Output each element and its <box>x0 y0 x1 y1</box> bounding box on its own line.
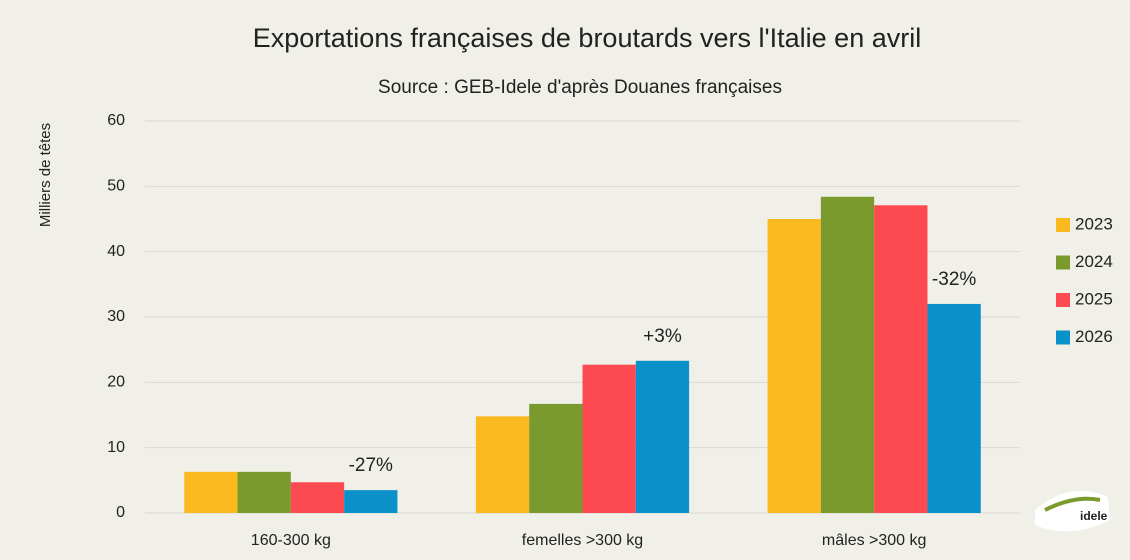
logo-swoosh <box>1044 496 1101 512</box>
bar <box>290 482 345 513</box>
legend-label: 2025 <box>1075 289 1113 308</box>
logo: idele <box>1035 490 1110 532</box>
bar <box>635 360 690 513</box>
y-tick-label: 20 <box>107 374 125 391</box>
logo-text: idele <box>1080 509 1108 523</box>
legend-swatch <box>1056 218 1070 232</box>
chart-subtitle: Source : GEB-Idele d'après Douanes franç… <box>378 77 782 98</box>
legend-label: 2026 <box>1075 327 1113 346</box>
bar <box>475 416 530 513</box>
y-tick-label: 10 <box>107 439 125 456</box>
annotation: +3% <box>643 326 682 347</box>
bar <box>874 205 928 513</box>
x-tick-label: mâles >300 kg <box>822 532 927 549</box>
bar <box>529 403 583 513</box>
legend-label: 2024 <box>1075 252 1113 271</box>
bar <box>820 196 875 513</box>
chart-title: Exportations françaises de broutards ver… <box>253 23 921 53</box>
bar <box>767 219 821 513</box>
bar <box>344 490 398 513</box>
y-tick-label: 30 <box>107 308 125 325</box>
y-tick-label: 60 <box>107 112 125 129</box>
annotation: -27% <box>349 455 393 476</box>
bar <box>237 471 291 513</box>
bar <box>184 471 238 513</box>
logo-shape <box>1035 490 1110 532</box>
x-tick-label: 160-300 kg <box>251 532 331 549</box>
legend-swatch <box>1056 330 1070 345</box>
y-tick-label: 50 <box>107 178 125 195</box>
annotation: -32% <box>932 269 976 290</box>
bar <box>927 303 981 513</box>
legend-swatch <box>1056 293 1070 307</box>
y-tick-label: 40 <box>107 243 125 260</box>
y-tick-label: 0 <box>116 504 125 521</box>
x-tick-label: femelles >300 kg <box>522 532 643 549</box>
y-axis-label: Milliers de têtes <box>37 123 54 227</box>
legend-swatch <box>1056 255 1070 270</box>
bar <box>582 364 636 513</box>
legend-label: 2023 <box>1075 214 1113 233</box>
